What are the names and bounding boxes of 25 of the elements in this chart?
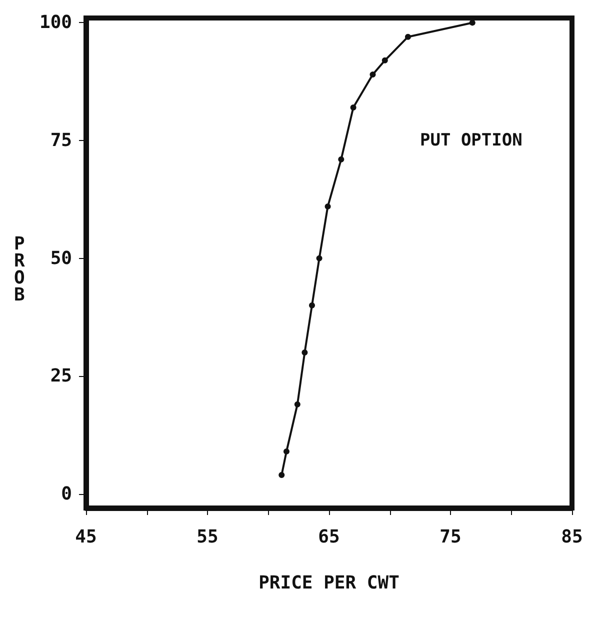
point [382,57,388,64]
x-tick-label: 45 [75,526,97,548]
point [278,472,285,478]
y-tick-label: 0 [61,483,72,504]
point [338,156,344,162]
point [302,350,308,356]
x-tick-label: 85 [561,526,583,548]
point [316,255,322,262]
annotation: PUT OPTION [420,130,522,150]
point [370,72,376,78]
point [404,34,411,40]
y-tick-label: 75 [50,130,72,151]
x-tick-label: 75 [440,526,462,548]
y-tick-label: 100 [39,12,72,34]
y-tick-label: 50 [50,248,72,269]
y-tick-label: 25 [50,366,72,387]
y-axis-title: PROB [14,234,25,306]
point [324,203,331,210]
x-axis-title: PRICE PER CWT [258,572,400,594]
x-tick-label: 55 [196,526,218,548]
point [283,448,290,454]
point [308,302,315,308]
point [350,104,356,111]
point [294,401,300,408]
x-tick-label: 65 [318,526,340,548]
